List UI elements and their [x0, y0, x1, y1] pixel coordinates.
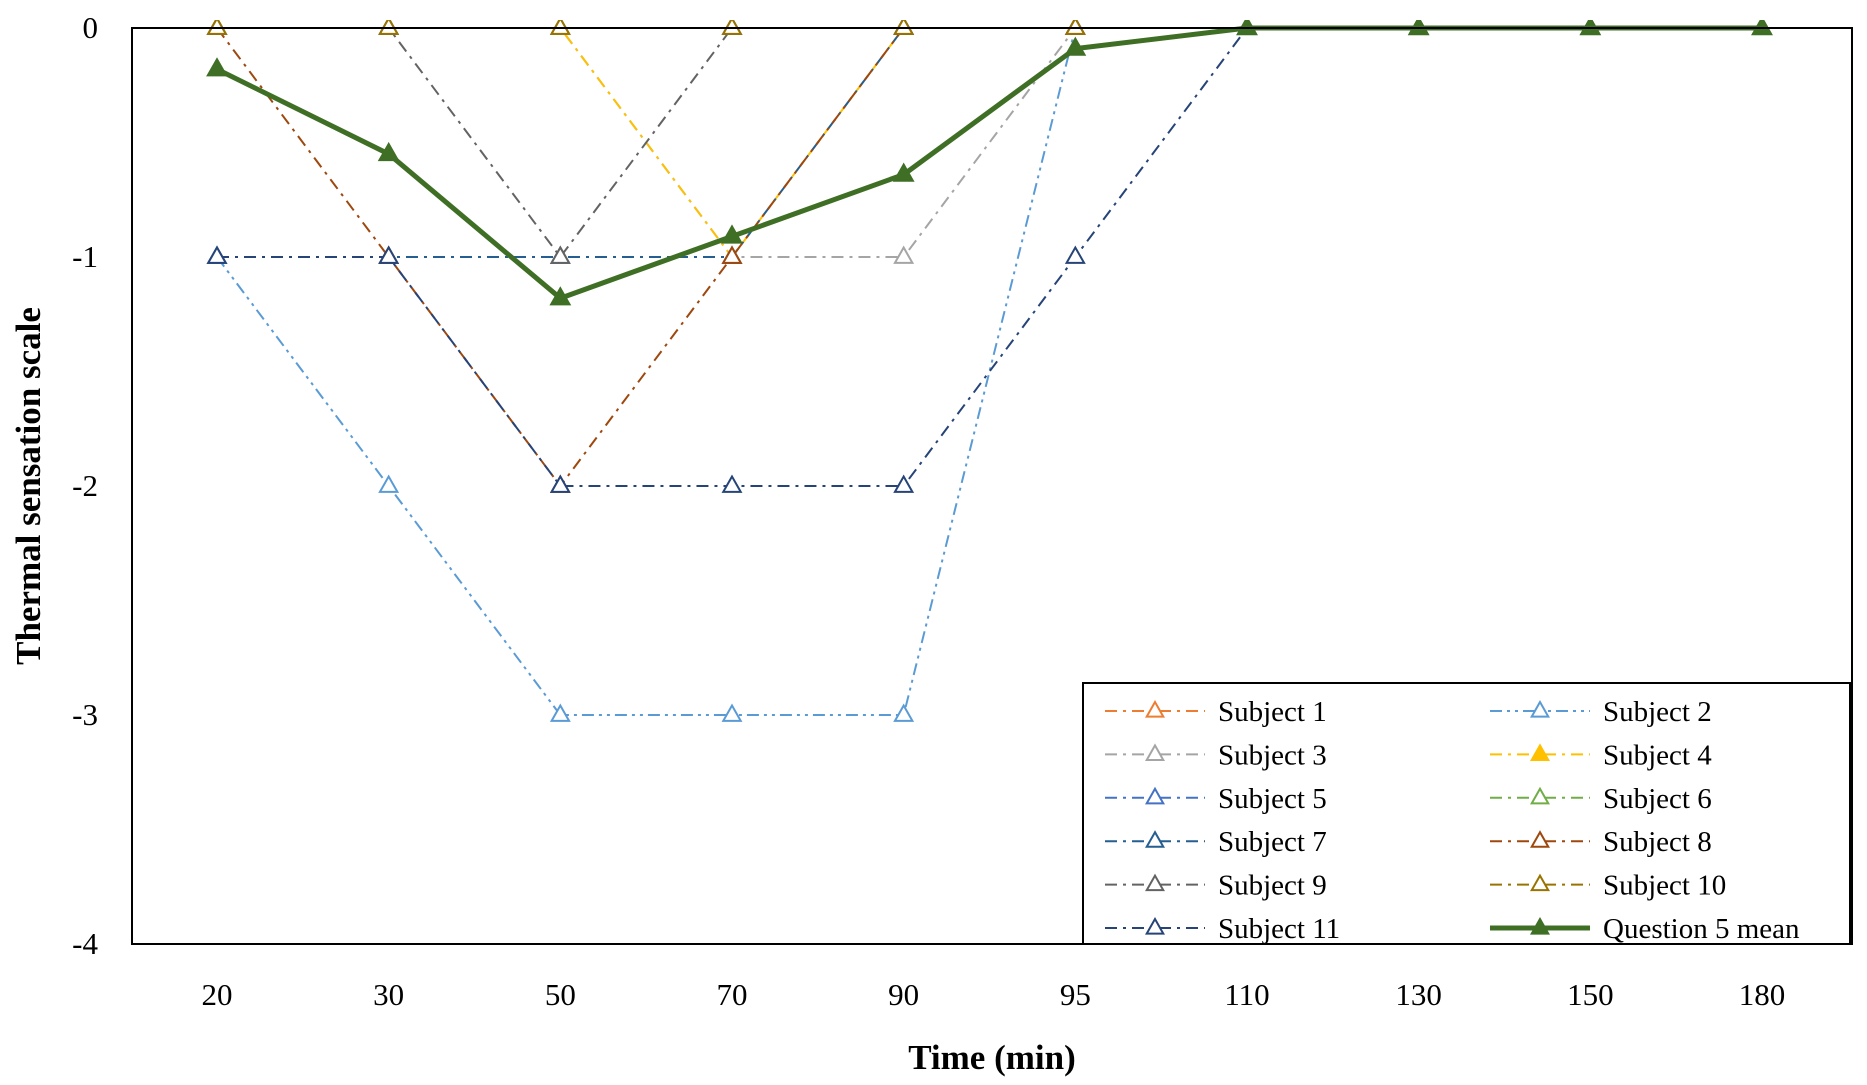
legend-marker-sample: [1145, 873, 1165, 892]
data-point-marker: [721, 703, 743, 722]
legend-items: Subject 1 Subject 2 Subject 3 Subject 4 Subj…: [1105, 696, 1800, 945]
legend-box: [1082, 682, 1851, 945]
legend-marker-sample: [1145, 916, 1165, 935]
data-point-marker: [377, 141, 400, 162]
y-tick-label: 0: [83, 10, 99, 45]
legend-label: Subject 7: [1218, 826, 1327, 858]
data-point-marker: [893, 20, 915, 35]
data-point-marker: [549, 286, 572, 306]
data-point-marker: [549, 474, 571, 493]
legend-label: Subject 8: [1603, 826, 1712, 858]
legend-marker-sample: [1530, 699, 1550, 718]
data-point-marker: [549, 20, 571, 35]
x-tick-label: 30: [373, 977, 404, 1012]
x-tick-label: 180: [1739, 977, 1786, 1012]
y-tick-label: -3: [72, 697, 98, 732]
legend-marker-sample: [1145, 699, 1165, 718]
legend-marker-sample: [1145, 786, 1165, 805]
plot-frame: [131, 27, 1853, 945]
legend-label: Subject 1: [1218, 696, 1327, 728]
x-tick-labels: 20 30 50 70 90 95 110 130 150 180: [202, 977, 1786, 1012]
legend-item: Question 5 mean: [1490, 913, 1800, 945]
legend-marker-sample: [1530, 743, 1550, 761]
legend-marker-sample: [1530, 830, 1550, 848]
data-point-marker: [721, 245, 743, 264]
x-tick-label: 50: [545, 977, 576, 1012]
legend-label: Subject 9: [1218, 870, 1327, 902]
data-point-marker: [892, 162, 915, 182]
legend-marker-sample: [1530, 916, 1550, 935]
data-point-marker: [206, 57, 228, 77]
legend-item: Subject 3: [1105, 739, 1327, 771]
data-point-marker: [549, 245, 571, 264]
data-point-marker: [893, 703, 915, 722]
y-tick-label: -4: [72, 926, 98, 961]
data-point-marker: [893, 474, 915, 493]
x-tick-label: 20: [202, 977, 233, 1012]
legend-item: Subject 11: [1105, 913, 1340, 945]
x-tick-label: 130: [1395, 977, 1442, 1012]
x-tick-label: 110: [1224, 977, 1269, 1012]
legend-marker-sample: [1530, 786, 1550, 805]
y-tick-label: -2: [72, 468, 98, 503]
data-point-marker: [206, 20, 228, 35]
x-tick-label: 70: [717, 977, 748, 1012]
legend-label: Subject 2: [1603, 696, 1712, 728]
legend-item: Subject 4: [1490, 739, 1712, 771]
legend-marker-sample: [1145, 743, 1165, 761]
y-tick-label: -1: [72, 239, 98, 274]
x-axis-title: Time (min): [908, 1038, 1076, 1077]
legend-item: Subject 6: [1490, 783, 1712, 815]
legend-label: Subject 4: [1603, 739, 1712, 771]
legend-item: Subject 9: [1105, 870, 1327, 902]
x-tick-label: 95: [1060, 977, 1091, 1012]
data-point-marker: [206, 245, 228, 264]
y-tick-labels: 0 -1 -2 -3 -4: [72, 10, 98, 961]
legend-marker-sample: [1530, 873, 1550, 892]
legend: Subject 1 Subject 2 Subject 3 Subject 4 Subj…: [1082, 682, 1851, 945]
data-point-marker: [721, 474, 743, 493]
data-point-marker: [721, 20, 743, 35]
data-point-marker: [893, 245, 915, 264]
x-tick-label: 90: [888, 977, 919, 1012]
legend-item: Subject 8: [1490, 826, 1712, 858]
legend-marker-sample: [1145, 830, 1165, 848]
y-axis-title: Thermal sensation scale: [9, 307, 48, 665]
data-point-marker: [378, 245, 400, 264]
legend-label: Subject 5: [1218, 783, 1327, 815]
legend-label: Subject 11: [1218, 913, 1340, 945]
x-tick-label: 150: [1567, 977, 1614, 1012]
data-point-marker: [1064, 36, 1087, 56]
data-point-marker: [1064, 20, 1086, 35]
data-point-marker: [1064, 245, 1086, 264]
legend-item: Subject 5: [1105, 783, 1327, 815]
legend-item: Subject 10: [1490, 870, 1726, 902]
data-point-marker: [378, 474, 400, 493]
legend-item: Subject 2: [1490, 696, 1712, 728]
legend-label: Subject 10: [1603, 870, 1726, 902]
legend-label: Subject 6: [1603, 783, 1712, 815]
data-point-marker: [549, 703, 571, 722]
legend-label: Subject 3: [1218, 739, 1327, 771]
legend-label: Question 5 mean: [1603, 913, 1800, 945]
legend-item: Subject 7: [1105, 826, 1327, 858]
data-point-marker: [378, 20, 400, 35]
legend-item: Subject 1: [1105, 696, 1327, 728]
data-point-marker: [721, 224, 743, 244]
